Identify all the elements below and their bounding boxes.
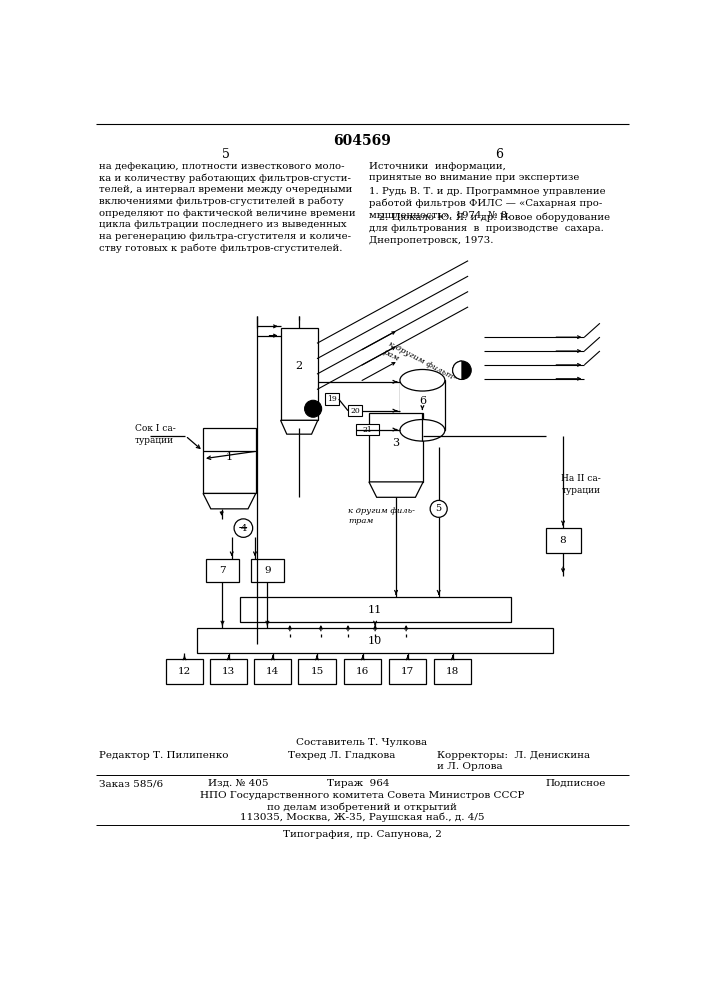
Polygon shape bbox=[369, 482, 423, 497]
Text: по делам изобретений и открытий: по делам изобретений и открытий bbox=[267, 802, 457, 812]
Bar bbox=[197, 628, 554, 653]
Circle shape bbox=[430, 500, 448, 517]
Text: 15: 15 bbox=[310, 667, 324, 676]
Bar bbox=[206, 559, 239, 582]
Text: 2. Цюкало Ю. Я. и др. Новое оборудование
для фильтрования  в  производстве  саха: 2. Цюкало Ю. Я. и др. Новое оборудование… bbox=[369, 212, 610, 245]
Text: Техред Л. Гладкова: Техред Л. Гладкова bbox=[288, 751, 396, 760]
Polygon shape bbox=[203, 493, 256, 509]
Bar bbox=[344, 659, 381, 684]
Bar bbox=[546, 528, 580, 553]
Text: к другим фильт-
рам: к другим фильт- рам bbox=[382, 339, 457, 391]
Bar bbox=[348, 405, 362, 416]
Text: НПО Государственного комитета Совета Министров СССР: НПО Государственного комитета Совета Мин… bbox=[200, 791, 524, 800]
Circle shape bbox=[234, 519, 252, 537]
Text: 5: 5 bbox=[436, 504, 442, 513]
Text: 9: 9 bbox=[264, 566, 271, 575]
Text: Подписное: Подписное bbox=[546, 779, 606, 788]
Bar bbox=[210, 659, 247, 684]
Bar bbox=[240, 597, 510, 622]
Bar bbox=[298, 659, 336, 684]
Text: Редактор Т. Пилипенко: Редактор Т. Пилипенко bbox=[99, 751, 229, 760]
Text: 4: 4 bbox=[240, 524, 247, 533]
Text: 3: 3 bbox=[392, 438, 399, 448]
Bar bbox=[369, 413, 423, 482]
Text: на дефекацию, плотности известкового моло-
ка и количеству работающих фильтров-с: на дефекацию, плотности известкового мол… bbox=[99, 162, 356, 253]
Text: 1. Рудь В. Т. и др. Программное управление
работой фильтров ФИЛС — «Сахарная про: 1. Рудь В. Т. и др. Программное управлен… bbox=[369, 187, 606, 220]
Wedge shape bbox=[452, 361, 462, 379]
Text: Составитель Т. Чулкова: Составитель Т. Чулкова bbox=[296, 738, 428, 747]
Text: 14: 14 bbox=[267, 667, 279, 676]
Circle shape bbox=[452, 361, 472, 379]
Text: Тираж  964: Тираж 964 bbox=[327, 779, 390, 788]
Text: 8: 8 bbox=[560, 536, 566, 545]
Text: 19: 19 bbox=[327, 395, 337, 403]
Text: 6: 6 bbox=[495, 148, 503, 161]
Text: 5: 5 bbox=[221, 148, 230, 161]
Bar bbox=[400, 380, 445, 430]
Bar bbox=[325, 393, 339, 405]
Bar bbox=[251, 559, 284, 582]
Text: 11: 11 bbox=[368, 605, 382, 615]
Text: 113035, Москва, Ж-35, Раушская наб., д. 4/5: 113035, Москва, Ж-35, Раушская наб., д. … bbox=[240, 813, 484, 822]
Text: 2: 2 bbox=[296, 361, 303, 371]
Text: и Л. Орлова: и Л. Орлова bbox=[437, 762, 503, 771]
Bar bbox=[166, 659, 203, 684]
Text: Изд. № 405: Изд. № 405 bbox=[209, 779, 269, 788]
Text: 6: 6 bbox=[419, 396, 426, 406]
Bar bbox=[203, 428, 256, 493]
Bar bbox=[389, 659, 426, 684]
Text: 18: 18 bbox=[446, 667, 460, 676]
Text: 1: 1 bbox=[226, 452, 233, 462]
Text: к другим филь-
трам: к другим филь- трам bbox=[348, 507, 415, 525]
Text: 16: 16 bbox=[356, 667, 369, 676]
Text: 10: 10 bbox=[368, 636, 382, 646]
Text: Типография, пр. Сапунова, 2: Типография, пр. Сапунова, 2 bbox=[283, 830, 441, 839]
Ellipse shape bbox=[400, 420, 445, 441]
Text: Корректоры:  Л. Денискина: Корректоры: Л. Денискина bbox=[437, 751, 590, 760]
Bar bbox=[434, 659, 472, 684]
Text: 21: 21 bbox=[363, 426, 373, 434]
Text: Сок I са-
турации: Сок I са- турации bbox=[135, 424, 175, 445]
Bar bbox=[400, 380, 445, 430]
Ellipse shape bbox=[400, 369, 445, 391]
Text: −: − bbox=[238, 522, 249, 535]
Text: На II са-
турации: На II са- турации bbox=[561, 474, 601, 495]
Text: 12: 12 bbox=[178, 667, 191, 676]
Bar bbox=[281, 328, 317, 420]
Circle shape bbox=[305, 400, 322, 417]
Text: 17: 17 bbox=[401, 667, 414, 676]
Text: 20: 20 bbox=[350, 407, 360, 415]
Bar bbox=[255, 659, 291, 684]
Bar bbox=[356, 424, 379, 435]
Polygon shape bbox=[281, 420, 317, 434]
Text: Заказ 585/6: Заказ 585/6 bbox=[99, 779, 163, 788]
Text: Источники  информации,
принятые во внимание при экспертизе: Источники информации, принятые во вниман… bbox=[369, 162, 579, 182]
Text: 604569: 604569 bbox=[333, 134, 391, 148]
Text: 13: 13 bbox=[222, 667, 235, 676]
Text: 7: 7 bbox=[219, 566, 226, 575]
